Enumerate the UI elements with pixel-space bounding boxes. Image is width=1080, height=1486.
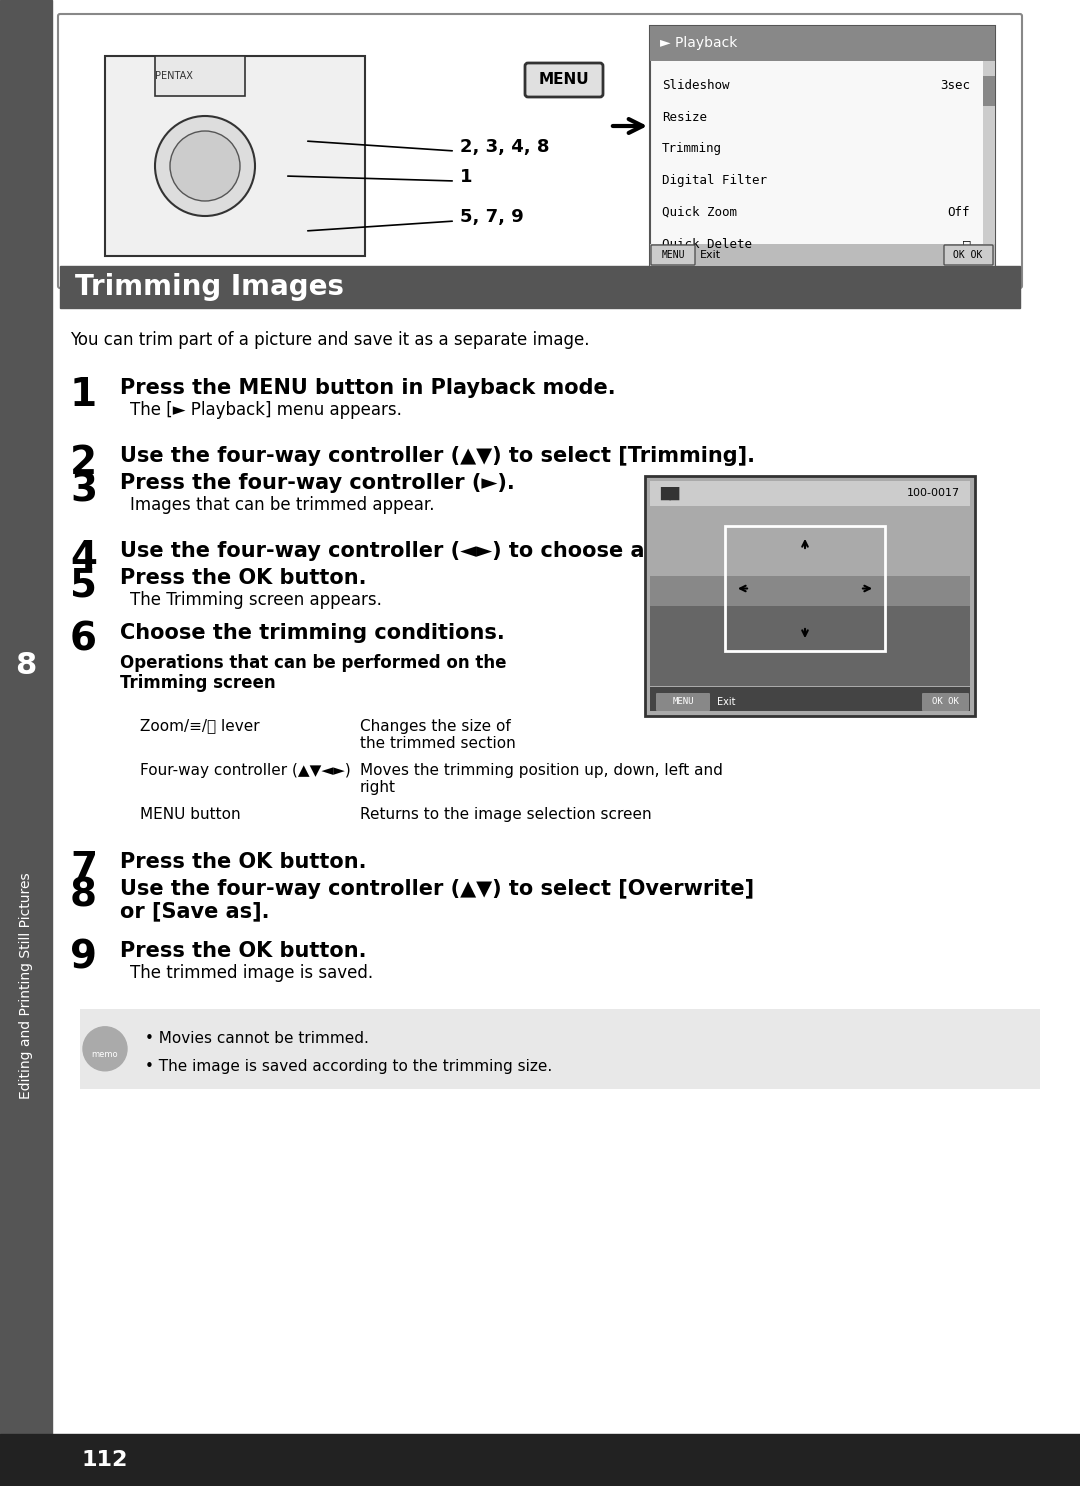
- Text: Press the four-way controller (►).: Press the four-way controller (►).: [120, 473, 515, 493]
- Text: Operations that can be performed on the
Trimming screen: Operations that can be performed on the …: [120, 654, 507, 692]
- Bar: [105, 56, 365, 256]
- FancyBboxPatch shape: [651, 245, 696, 265]
- Text: Trimming Images: Trimming Images: [75, 273, 345, 302]
- Circle shape: [156, 116, 255, 215]
- Text: Quick Delete: Quick Delete: [662, 238, 752, 250]
- FancyBboxPatch shape: [525, 62, 603, 97]
- Bar: [725, 526, 885, 651]
- Text: PENTAX: PENTAX: [156, 71, 193, 82]
- Text: 2, 3, 4, 8: 2, 3, 4, 8: [460, 138, 550, 156]
- Bar: [645, 476, 975, 716]
- Bar: [983, 61, 995, 266]
- Text: Moves the trimming position up, down, left and
right: Moves the trimming position up, down, le…: [360, 762, 723, 795]
- Text: Quick Zoom: Quick Zoom: [662, 205, 737, 218]
- Text: Resize: Resize: [662, 110, 707, 123]
- Bar: [650, 501, 970, 577]
- Text: 1: 1: [460, 168, 473, 186]
- Circle shape: [83, 1027, 127, 1071]
- Text: • The image is saved according to the trimming size.: • The image is saved according to the tr…: [145, 1060, 552, 1074]
- Bar: [650, 687, 970, 710]
- Text: 5: 5: [70, 566, 97, 605]
- Bar: [650, 25, 995, 61]
- Text: Exit: Exit: [717, 697, 735, 707]
- Text: ► Playback: ► Playback: [660, 36, 738, 51]
- Text: MENU button: MENU button: [140, 807, 241, 822]
- Text: 5, 7, 9: 5, 7, 9: [460, 208, 524, 226]
- Bar: [0, 1434, 1080, 1486]
- Text: Press the OK button.: Press the OK button.: [120, 941, 366, 960]
- Text: The [► Playback] menu appears.: The [► Playback] menu appears.: [130, 401, 402, 419]
- Text: Trimming: Trimming: [662, 143, 723, 156]
- Text: MENU: MENU: [672, 697, 693, 706]
- Text: Images that can be trimmed appear.: Images that can be trimmed appear.: [130, 496, 434, 514]
- Text: 4: 4: [70, 539, 97, 578]
- Text: 1: 1: [70, 376, 97, 415]
- Text: memo: memo: [92, 1051, 119, 1060]
- Text: Zoom/≡/🔎 lever: Zoom/≡/🔎 lever: [140, 719, 259, 734]
- Text: 8: 8: [15, 651, 37, 681]
- Bar: [650, 501, 970, 687]
- Bar: [156, 56, 245, 97]
- Text: Editing and Printing Still Pictures: Editing and Printing Still Pictures: [19, 872, 33, 1100]
- Text: 100-0017: 100-0017: [907, 487, 960, 498]
- Bar: [80, 1009, 1040, 1089]
- Bar: [650, 244, 995, 266]
- FancyBboxPatch shape: [922, 692, 969, 710]
- Text: Choose the trimming conditions.: Choose the trimming conditions.: [120, 623, 504, 642]
- Bar: [650, 606, 970, 687]
- Bar: [60, 266, 1020, 308]
- Text: 2: 2: [70, 444, 97, 481]
- Text: MENU: MENU: [661, 250, 685, 260]
- Text: • Movies cannot be trimmed.: • Movies cannot be trimmed.: [145, 1031, 369, 1046]
- Text: ⌕ Size: ⌕ Size: [657, 694, 690, 704]
- Circle shape: [170, 131, 240, 201]
- Text: 7: 7: [70, 850, 97, 887]
- Text: OK OK: OK OK: [932, 697, 958, 706]
- Text: 8: 8: [70, 877, 97, 914]
- Text: Press the OK button.: Press the OK button.: [120, 569, 366, 588]
- Text: Changes the size of
the trimmed section: Changes the size of the trimmed section: [360, 719, 516, 750]
- Text: OK OK: OK OK: [954, 250, 983, 260]
- FancyBboxPatch shape: [656, 692, 710, 710]
- Text: Press the OK button.: Press the OK button.: [120, 851, 366, 872]
- Text: 9: 9: [70, 939, 97, 976]
- Text: The trimmed image is saved.: The trimmed image is saved.: [130, 963, 373, 982]
- Text: Press the MENU button in Playback mode.: Press the MENU button in Playback mode.: [120, 377, 616, 398]
- Text: MENU: MENU: [539, 73, 590, 88]
- Text: ██: ██: [660, 486, 679, 499]
- Bar: [0, 0, 52, 1486]
- Text: 112: 112: [82, 1450, 129, 1470]
- Text: Exit: Exit: [700, 250, 721, 260]
- Text: Off: Off: [947, 205, 970, 218]
- Bar: [650, 25, 995, 266]
- FancyBboxPatch shape: [944, 245, 993, 265]
- Text: Slideshow: Slideshow: [662, 79, 729, 92]
- Text: □: □: [962, 238, 970, 250]
- Text: Four-way controller (▲▼◄►): Four-way controller (▲▼◄►): [140, 762, 351, 777]
- Text: 3: 3: [70, 471, 97, 510]
- Bar: [983, 76, 995, 106]
- FancyBboxPatch shape: [58, 13, 1022, 288]
- Text: You can trim part of a picture and save it as a separate image.: You can trim part of a picture and save …: [70, 331, 590, 349]
- Text: Returns to the image selection screen: Returns to the image selection screen: [360, 807, 651, 822]
- Text: Use the four-way controller (▲▼) to select [Overwrite]
or [Save as].: Use the four-way controller (▲▼) to sele…: [120, 878, 754, 921]
- Bar: [650, 481, 970, 507]
- Text: Use the four-way controller (◄►) to choose an image.: Use the four-way controller (◄►) to choo…: [120, 541, 746, 562]
- Text: 3sec: 3sec: [940, 79, 970, 92]
- Text: Use the four-way controller (▲▼) to select [Trimming].: Use the four-way controller (▲▼) to sele…: [120, 446, 755, 467]
- Text: The Trimming screen appears.: The Trimming screen appears.: [130, 591, 382, 609]
- Text: Digital Filter: Digital Filter: [662, 174, 767, 187]
- Text: 6: 6: [70, 621, 97, 658]
